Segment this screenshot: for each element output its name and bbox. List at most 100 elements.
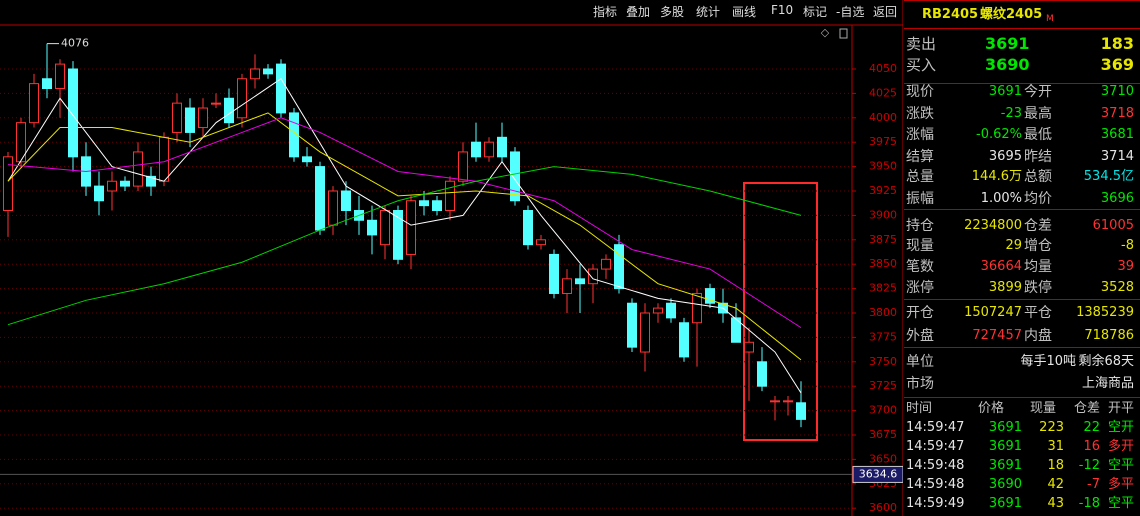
order-volume: 369 (1100, 55, 1134, 74)
trades-header: 仓差 (1074, 401, 1101, 416)
quote-value: -8 (1121, 238, 1134, 253)
trade-type: 多开 (1108, 439, 1135, 454)
candle-body (406, 200, 416, 255)
separator (904, 299, 1140, 300)
order-price: 3691 (985, 34, 1030, 53)
candle-body (575, 278, 585, 285)
toolbar-button[interactable]: 指标 (593, 5, 618, 19)
y-tick-label: 3600 (869, 501, 897, 514)
toolbar-button[interactable]: -自选 (836, 5, 865, 19)
quote-value: 39 (1117, 259, 1134, 274)
candle-body (367, 219, 377, 236)
quote-label: 现量 (906, 238, 934, 254)
candle-body (29, 83, 39, 124)
y-tick-label: 3725 (869, 379, 897, 392)
candle-body (783, 400, 793, 403)
quote-value: 3691 (988, 84, 1022, 99)
candle-body (614, 244, 624, 290)
quote-value: 1385239 (1076, 305, 1134, 320)
trades-header: 价格 (978, 401, 1005, 416)
candle-body (250, 68, 260, 80)
quote-value: 3696 (1100, 191, 1134, 206)
quote-value: 3714 (1100, 149, 1134, 164)
candle-body (107, 180, 117, 192)
y-tick-label: 3925 (869, 184, 897, 197)
candle-body (172, 102, 182, 133)
candle-body (627, 302, 637, 348)
candle-body (68, 68, 78, 158)
toolbar-button[interactable]: 多股 (660, 5, 685, 19)
candle-body (536, 239, 546, 246)
quote-value: 3695 (988, 149, 1022, 164)
candle-body (796, 402, 806, 420)
annotation: 4076 (61, 37, 89, 50)
quote-value: 29 (1005, 238, 1022, 253)
toolbar-button[interactable]: F10 (771, 3, 794, 17)
y-tick-label: 3650 (869, 452, 897, 465)
quote-value: -0.62% (976, 127, 1022, 142)
moving-average (7, 117, 802, 329)
candle-body (471, 141, 481, 158)
trade-volume: 18 (1047, 458, 1064, 473)
quote-label: 总量 (906, 169, 934, 185)
candle-body (120, 180, 130, 187)
trade-volume: 43 (1047, 496, 1064, 511)
toolbar-button[interactable]: 统计 (696, 5, 721, 19)
candle-body (263, 68, 273, 75)
trades-header: 时间 (906, 401, 933, 416)
toolbar-button[interactable]: 画线 (732, 5, 757, 19)
quote-label: 增仓 (1024, 238, 1052, 254)
candle-body (510, 151, 520, 202)
quote-label: 持仓 (906, 218, 934, 234)
quote-label: 昨结 (1024, 149, 1052, 165)
candle-body (16, 122, 26, 163)
candle-body (588, 268, 598, 285)
quote-value: 36664 (980, 259, 1022, 274)
trade-time: 14:59:47 (906, 420, 965, 435)
candle-body (55, 63, 65, 90)
trade-price: 3690 (988, 477, 1022, 492)
toolbar-button[interactable]: 返回 (873, 5, 898, 19)
candle-body (601, 258, 611, 270)
order-label: 买入 (906, 56, 937, 74)
trade-price: 3691 (988, 458, 1022, 473)
candle-body (562, 278, 572, 294)
y-tick-label: 4050 (869, 62, 897, 75)
last-price: 3634.6 (859, 467, 898, 480)
separator (904, 347, 1140, 348)
info-value: 上海商品 (1081, 376, 1134, 391)
candle-body (640, 312, 650, 353)
y-tick-label: 4025 (869, 86, 897, 99)
trade-volume: 31 (1047, 439, 1064, 454)
y-tick-label: 3950 (869, 160, 897, 173)
order-label: 卖出 (906, 35, 937, 53)
candle-body (731, 317, 741, 343)
candle-body (133, 151, 143, 187)
quote-value: 144.6万 (971, 169, 1022, 184)
candle-body (185, 107, 195, 133)
quote-label: 笔数 (906, 259, 934, 275)
candle-body (341, 190, 351, 212)
candle-body (679, 322, 689, 358)
quote-value: 534.5亿 (1083, 169, 1134, 184)
trade-volume: 223 (1039, 420, 1064, 435)
y-tick-label: 3825 (869, 282, 897, 295)
icon (839, 28, 848, 39)
candle-body (445, 180, 455, 212)
quote-label: 开仓 (906, 305, 934, 321)
toolbar-button[interactable]: 叠加 (626, 5, 651, 19)
trade-type: 空开 (1108, 420, 1135, 435)
trade-time: 14:59:49 (906, 496, 965, 511)
trade-change: -7 (1087, 477, 1100, 492)
quote-value: 61005 (1092, 218, 1134, 233)
trade-volume: 42 (1047, 477, 1064, 492)
quote-value: 3710 (1100, 84, 1134, 99)
trade-time: 14:59:48 (906, 477, 965, 492)
quote-label: 振幅 (906, 191, 934, 207)
order-volume: 183 (1100, 34, 1134, 53)
quote-value: 718786 (1084, 328, 1134, 343)
quote-value: 3899 (988, 280, 1022, 295)
trade-type: 空平 (1108, 458, 1135, 473)
toolbar-button[interactable]: 标记 (803, 5, 828, 19)
candle-body (523, 210, 533, 246)
